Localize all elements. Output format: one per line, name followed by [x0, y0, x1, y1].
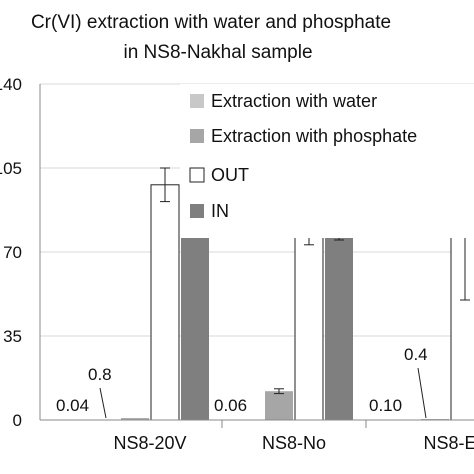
legend-swatch: [190, 129, 204, 143]
data-label-water-ns8-e: 0.10: [369, 396, 402, 415]
legend-label: OUT: [211, 165, 249, 185]
legend-swatch: [189, 167, 205, 183]
chart-title: Cr(VI) extraction with water and phospha…: [31, 12, 391, 63]
x-tick-label: NS8-20V: [113, 433, 186, 453]
bar: [121, 418, 149, 420]
bar: [325, 225, 353, 420]
legend-label: IN: [211, 201, 229, 221]
y-tick-label: 105: [0, 159, 22, 178]
error-bar: [274, 388, 284, 395]
y-tick-labels: 0 35 70 105 140: [0, 75, 22, 430]
bar: [450, 227, 474, 421]
y-tick-label: 0: [13, 411, 22, 430]
legend-swatch: [190, 94, 204, 108]
y-tick-label: 35: [3, 327, 22, 346]
title-line-2: in NS8-Nakhal sample: [123, 42, 312, 63]
bar: [265, 391, 293, 420]
legend-swatch: [190, 204, 204, 218]
data-labels: 0.04 0.8 0.06 0.10 0.4: [56, 345, 428, 419]
data-label-water-ns8-20v: 0.04: [56, 396, 89, 415]
data-label-phosphate-ns8-no: 0.06: [214, 396, 247, 415]
leader-line-1: [99, 387, 107, 419]
data-label-phosphate-ns8-e: 0.4: [404, 345, 428, 364]
x-tick-label: NS8-E: [423, 433, 474, 453]
y-tick-label: 140: [0, 75, 22, 94]
legend-background: [180, 84, 474, 238]
legend-label: Extraction with water: [211, 91, 377, 111]
legend: Extraction with water Extraction with pho…: [180, 84, 474, 238]
leader-line-2: [417, 367, 427, 419]
y-tick-label: 70: [3, 243, 22, 262]
legend-label: Extraction with phosphate: [211, 126, 417, 146]
bar: [150, 184, 180, 421]
error-bar: [160, 167, 170, 203]
bar: [294, 222, 324, 421]
x-tick-labels: NS8-20V NS8-No NS8-E: [113, 420, 474, 453]
data-label-phosphate-ns8-20v: 0.8: [88, 365, 112, 384]
title-line-1: Cr(VI) extraction with water and phospha…: [31, 12, 391, 33]
x-tick-label: NS8-No: [262, 433, 326, 453]
